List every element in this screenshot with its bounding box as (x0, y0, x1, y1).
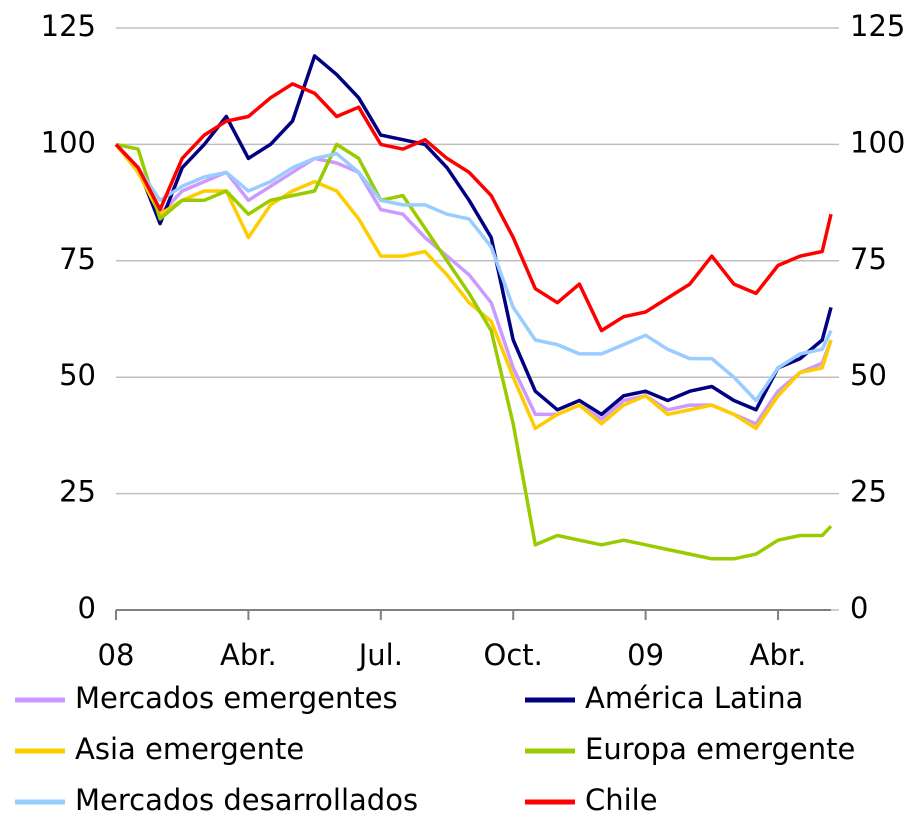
series-line (114, 54, 833, 417)
y-tick-label: 50 (59, 358, 96, 392)
y-tick-label: 125 (41, 9, 96, 43)
series-line (114, 143, 833, 431)
series-line (115, 142, 833, 561)
legend-label: América Latina (585, 681, 803, 715)
x-tick-label: Abr. (750, 638, 807, 672)
x-tick-label: 08 (98, 638, 135, 672)
legend-label: Mercados emergentes (75, 681, 398, 715)
y-tick-label: 0 (78, 591, 96, 625)
x-tick-label: Jul. (357, 638, 403, 672)
y2-tick-label: 75 (850, 242, 887, 276)
y-tick-label: 25 (59, 475, 96, 509)
x-tick-label: Abr. (220, 638, 277, 672)
legend-label: Europa emergente (585, 732, 855, 766)
series-line (114, 143, 833, 403)
legend-label: Chile (585, 783, 658, 817)
x-tick-label: Oct. (484, 638, 543, 672)
y-tick-label: 100 (41, 125, 96, 159)
y2-tick-label: 25 (850, 475, 887, 509)
y2-tick-label: 50 (850, 358, 887, 392)
y-tick-label: 75 (59, 242, 96, 276)
x-tick-label: 09 (627, 638, 664, 672)
y2-tick-label: 0 (850, 591, 868, 625)
legend-label: Mercados desarrollados (75, 783, 418, 817)
series-line (114, 143, 833, 426)
y2-tick-label: 100 (850, 125, 905, 159)
series-line (114, 82, 833, 333)
legend-label: Asia emergente (75, 732, 304, 766)
y2-tick-label: 125 (850, 9, 905, 43)
